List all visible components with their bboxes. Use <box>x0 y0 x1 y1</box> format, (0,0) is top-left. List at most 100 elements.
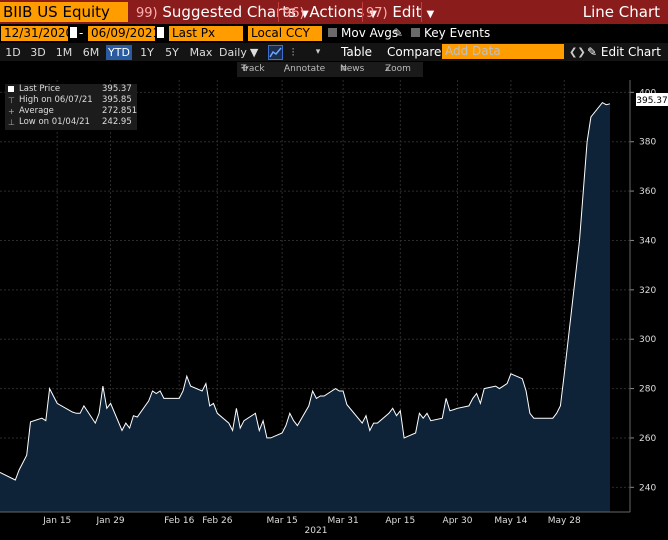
line-chart-icon[interactable] <box>268 45 283 60</box>
menu-label: Suggested Charts <box>162 3 296 21</box>
legend-row[interactable]: Last Price 395.37 <box>5 84 137 95</box>
x-tick-label: May 28 <box>548 516 581 526</box>
start-date-field[interactable]: 12/31/2020 <box>1 26 73 41</box>
x-tick-label: Mar 31 <box>327 516 358 526</box>
period-6m-button[interactable]: 6M <box>82 46 100 59</box>
x-tick-label: May 14 <box>494 516 527 526</box>
track-label: Track <box>241 64 265 74</box>
divider <box>362 2 363 22</box>
period-1d-button[interactable]: 1D <box>5 46 21 59</box>
legend-row: ⊥ Low on 01/04/21 242.95 <box>5 117 137 128</box>
legend-value: 272.851 <box>102 106 138 116</box>
x-tick-label: Feb 26 <box>202 516 233 526</box>
caret-down-icon: ▼ <box>300 9 309 20</box>
pencil-icon[interactable]: ✎ <box>393 26 404 40</box>
x-tick-label: Mar 15 <box>266 516 297 526</box>
x-tick-label: Feb 16 <box>164 516 195 526</box>
legend-label: Last Price <box>19 84 61 94</box>
menu-number: 99) <box>136 6 158 21</box>
key-events-checkbox[interactable] <box>411 28 420 37</box>
top-toolbar: BIIB US Equity 99) Suggested Charts ▼ 96)… <box>0 0 668 24</box>
table-button[interactable]: Table <box>341 45 373 59</box>
price-area <box>0 102 610 512</box>
menu-label: Actions <box>309 3 365 21</box>
annotate-label: Annotate <box>284 64 326 74</box>
y-tick-label: 380 <box>639 138 656 148</box>
pencil-icon: ✎ <box>587 45 598 59</box>
caret-down-icon: ▼ <box>369 9 377 20</box>
edit-chart-label: Edit Chart <box>600 45 661 59</box>
crosshair-icon: ✢ <box>241 64 249 74</box>
range-bar: 12/31/2020 - 06/09/2021 Last Px Local CC… <box>0 25 668 42</box>
news-label: News <box>340 64 365 74</box>
field-selector[interactable]: Last Px <box>169 26 243 41</box>
legend-value: 395.85 <box>102 95 132 105</box>
y-tick-label: 340 <box>639 236 656 246</box>
calendar-icon[interactable] <box>157 27 164 38</box>
end-date-field[interactable]: 06/09/2021 <box>88 26 160 41</box>
calendar-icon[interactable] <box>70 27 77 38</box>
actions-menu[interactable]: 96) Actions ▼ <box>283 2 377 22</box>
x-tick-label: Jan 15 <box>42 516 71 526</box>
collapse-toggle-icon[interactable]: ❮❯ <box>569 47 586 58</box>
bar-chart-icon[interactable]: ⫶ <box>291 46 295 59</box>
period-5y-button[interactable]: 5Y <box>165 46 179 59</box>
caret-down-icon: ▼ <box>426 9 435 20</box>
high-marker-icon: ⊤ <box>8 96 15 105</box>
compare-label: Compare <box>387 45 442 59</box>
frequency-label: Daily <box>219 46 247 59</box>
edit-menu[interactable]: 97) Edit ▼ <box>366 2 434 22</box>
x-axis: Jan 15 Jan 29 Feb 16 Feb 26 Mar 15 Mar 31 Apr … <box>0 511 630 526</box>
low-marker-icon: ⊥ <box>8 118 15 127</box>
legend-value: 242.95 <box>102 117 132 127</box>
period-3d-button[interactable]: 3D <box>30 46 46 59</box>
key-events-label: Key Events <box>424 26 491 40</box>
frequency-selector[interactable]: Daily ▼ <box>219 45 261 60</box>
last-price-tag <box>636 93 668 106</box>
divider <box>421 2 422 22</box>
legend-row: ⊤ High on 06/07/21 395.85 <box>5 95 137 106</box>
mov-avgs-checkbox[interactable] <box>328 28 337 37</box>
zoom-label: Zoom <box>385 64 411 74</box>
chart-type-title: Line Chart <box>582 3 660 21</box>
period-1m-button[interactable]: 1M <box>55 46 73 59</box>
add-data-input[interactable]: Add Data <box>442 44 564 59</box>
divider <box>278 2 279 22</box>
y-axis: 240260280300320340360380400 <box>629 80 656 512</box>
chart-legend: Last Price 395.37 ⊤ High on 06/07/21 395… <box>5 84 137 130</box>
date-separator: - <box>79 26 84 40</box>
menu-label: Edit <box>392 3 422 21</box>
legend-row: + Average 272.851 <box>5 106 137 117</box>
y-tick-label: 360 <box>639 187 656 197</box>
period-max-button[interactable]: Max <box>189 46 213 59</box>
currency-selector[interactable]: Local CCY <box>248 26 322 41</box>
series-swatch-icon <box>8 86 14 92</box>
last-price-tag-label: 395.37 <box>636 96 668 106</box>
y-tick-label: 280 <box>639 385 656 395</box>
y-tick-label: 260 <box>639 434 656 444</box>
x-axis-year-label: 2021 <box>305 526 328 536</box>
price-line <box>0 101 611 481</box>
y-tick-label: 240 <box>639 483 656 493</box>
legend-value: 395.37 <box>102 84 132 94</box>
magnifier-icon: ⌕ <box>385 64 391 74</box>
period-ytd-button[interactable]: YTD <box>106 45 132 60</box>
mov-avgs-label: Mov Avgs <box>341 26 399 40</box>
caret-down-icon: ▼ <box>249 46 259 59</box>
x-tick-label: Apr 15 <box>385 516 415 526</box>
edit-chart-button[interactable]: ✎ Edit Chart <box>587 45 661 60</box>
security-ticker[interactable]: BIIB US Equity <box>0 2 128 22</box>
period-1y-button[interactable]: 1Y <box>140 46 154 59</box>
caret-down-icon[interactable]: ▾ <box>315 47 321 57</box>
legend-label: High on 06/07/21 <box>19 95 93 105</box>
menu-number: 96) <box>283 6 305 21</box>
y-tick-label: 300 <box>639 335 656 345</box>
news-icon: ≡ <box>340 64 348 74</box>
suggested-charts-menu[interactable]: 99) Suggested Charts ▼ <box>136 2 309 22</box>
period-bar: 1D 3D 1M 6M YTD 1Y 5Y Max Daily ▼ ⫶ ▾ Tab… <box>0 43 668 61</box>
add-data-placeholder: Add Data <box>445 44 501 58</box>
legend-label: Low on 01/04/21 <box>19 117 90 127</box>
x-tick-label: Apr 30 <box>443 516 473 526</box>
average-marker-icon: + <box>8 107 15 116</box>
